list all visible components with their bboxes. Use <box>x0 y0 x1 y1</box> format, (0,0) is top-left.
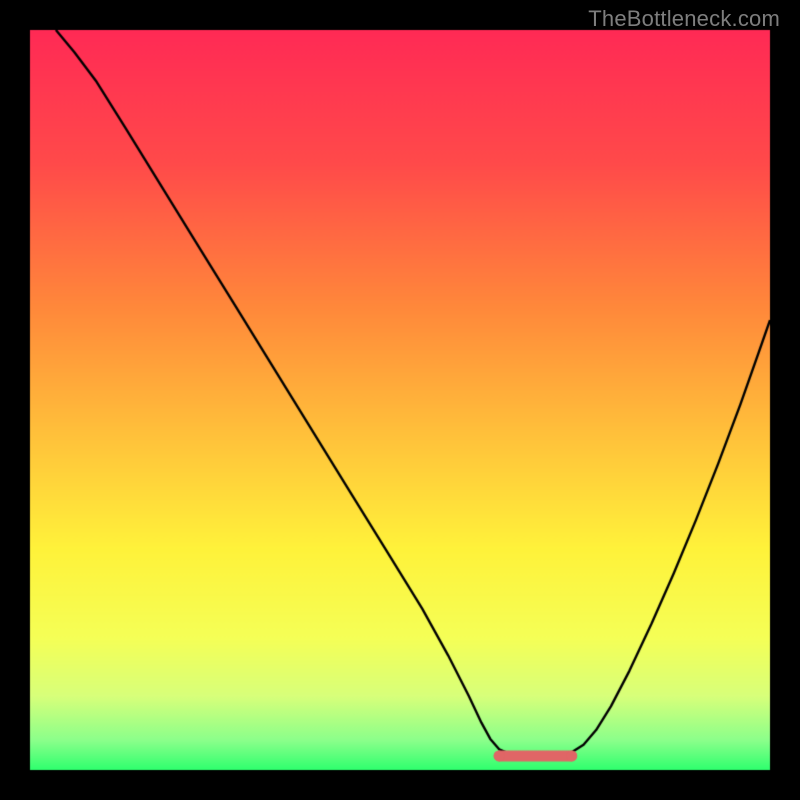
chart-stage: TheBottleneck.com <box>0 0 800 800</box>
bottleneck-curve-chart <box>0 0 800 800</box>
watermark-text: TheBottleneck.com <box>588 6 780 32</box>
